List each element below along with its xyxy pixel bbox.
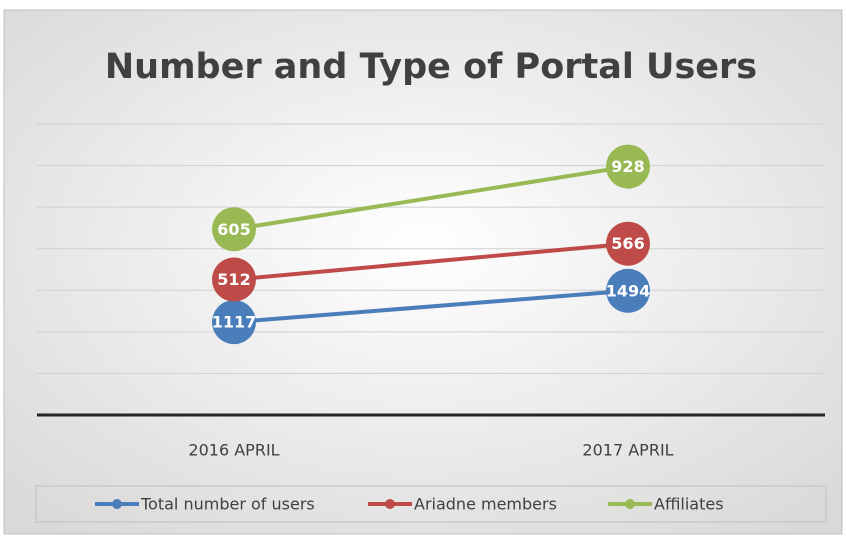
series-line xyxy=(233,288,629,325)
chart-title: Number and Type of Portal Users xyxy=(105,47,757,87)
legend-swatch-marker xyxy=(112,499,122,509)
legend-swatch-marker xyxy=(625,499,635,509)
legend-label: Ariadne members xyxy=(414,495,557,514)
legend-swatch-marker xyxy=(385,499,395,509)
series-line xyxy=(233,241,629,282)
x-tick-label: 2016 APRIL xyxy=(188,441,279,460)
x-tick-label: 2017 APRIL xyxy=(582,441,673,460)
data-point xyxy=(606,221,650,266)
data-point xyxy=(606,268,650,313)
chart-frame xyxy=(3,9,843,535)
data-point xyxy=(212,207,256,252)
legend-label: Affiliates xyxy=(654,495,724,514)
legend-box xyxy=(35,485,827,523)
data-label: 512 xyxy=(217,270,250,289)
data-point xyxy=(212,257,256,302)
data-point xyxy=(606,144,650,189)
data-label: 605 xyxy=(217,220,250,239)
data-point xyxy=(212,300,256,345)
data-label: 928 xyxy=(611,157,644,176)
data-label: 1494 xyxy=(606,281,651,300)
legend-label: Total number of users xyxy=(140,495,315,514)
data-label: 566 xyxy=(611,234,644,253)
series-line xyxy=(233,164,629,232)
data-label: 1117 xyxy=(212,313,257,332)
